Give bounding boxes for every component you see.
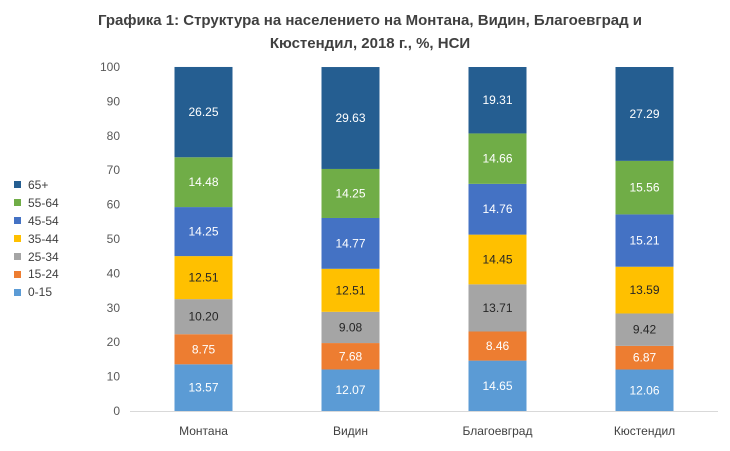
data-label: 29.63 (335, 111, 365, 125)
bar-segment (615, 67, 674, 161)
legend-label: 55-64 (28, 195, 59, 210)
bar-segment (468, 183, 527, 235)
data-label: 6.87 (633, 351, 657, 365)
y-tick-label: 60 (107, 198, 121, 212)
bar-segment (174, 157, 233, 208)
data-label: 12.07 (335, 383, 365, 397)
bar-segment (468, 360, 527, 411)
data-label: 15.56 (629, 181, 659, 195)
legend-item: 15-24 (14, 265, 124, 283)
legend-swatch (14, 235, 21, 243)
y-tick-label: 100 (100, 60, 120, 74)
chart-title-line-1: Графика 1: Структура на населението на М… (97, 12, 643, 29)
data-label: 13.57 (188, 381, 218, 395)
legend-item: 25-34 (14, 248, 124, 266)
chart-legend: 65+ 55-64 45-54 35-44 25-34 15-24 0-15 (14, 176, 124, 301)
legend-label: 45-54 (28, 213, 59, 228)
legend-item: 55-64 (14, 194, 124, 212)
chart-title: Графика 1: Структура на населението на М… (60, 9, 680, 55)
data-label: 14.48 (188, 175, 218, 189)
x-category-label: Благоевград (463, 424, 533, 438)
data-label: 13.71 (482, 301, 512, 315)
data-label: 10.20 (188, 310, 218, 324)
data-label: 19.31 (482, 93, 512, 107)
bar-segment (468, 284, 527, 332)
legend-swatch (14, 270, 21, 278)
bar-segment (321, 369, 380, 411)
bar-segment (321, 343, 380, 370)
data-label: 8.46 (486, 339, 510, 353)
data-label: 14.65 (482, 379, 512, 393)
legend-item: 0-15 (14, 283, 124, 301)
data-label: 12.06 (629, 383, 659, 397)
bar-segment (174, 207, 233, 257)
y-tick-label: 0 (113, 404, 120, 418)
data-label: 27.29 (629, 107, 659, 121)
chart-title-line-2: Кюстендил, 2018 г., %, НСИ (269, 35, 471, 52)
x-category-label: Видин (333, 424, 368, 438)
legend-label: 15-24 (28, 267, 59, 282)
data-label: 14.76 (482, 202, 512, 216)
y-tick-label: 40 (107, 266, 121, 280)
data-label: 7.68 (339, 349, 363, 363)
bar-segment (468, 234, 527, 285)
data-label: 14.66 (482, 152, 512, 166)
bar-segment (321, 311, 380, 344)
legend-label: 35-44 (28, 231, 59, 246)
data-label: 14.45 (482, 252, 512, 266)
bar-segment (321, 217, 380, 269)
y-tick-label: 10 (107, 370, 121, 384)
y-tick-label: 70 (107, 163, 121, 177)
legend-swatch (14, 181, 21, 189)
bar-segment (174, 364, 233, 411)
bar-segment (615, 313, 674, 346)
data-label: 13.59 (629, 283, 659, 297)
bar-segment (615, 214, 674, 267)
x-category-label: Монтана (179, 424, 228, 438)
bar-segment (615, 369, 674, 411)
legend-label: 25-34 (28, 249, 59, 264)
y-tick-label: 80 (107, 129, 121, 143)
bar-segment (615, 266, 674, 314)
data-label: 9.08 (339, 320, 363, 334)
legend-swatch (14, 199, 21, 207)
data-label: 12.51 (188, 271, 218, 285)
legend-label: 0-15 (28, 285, 53, 300)
y-tick-label: 50 (107, 232, 121, 246)
legend-item: 65+ (14, 176, 124, 194)
data-label: 14.25 (188, 225, 218, 239)
legend-item: 45-54 (14, 212, 124, 230)
y-tick-label: 20 (107, 335, 121, 349)
legend-swatch (14, 217, 21, 225)
bar-segment (321, 168, 380, 218)
bar-segment (468, 133, 527, 184)
bar-segment (615, 345, 674, 370)
data-label: 14.25 (335, 186, 365, 200)
bar-segment (468, 331, 527, 361)
x-category-label: Кюстендил (614, 424, 675, 438)
bar-segment (174, 66, 233, 158)
bar-segment (468, 67, 527, 134)
bar-segment (174, 299, 233, 335)
y-tick-label: 30 (107, 301, 121, 315)
data-label: 8.75 (192, 342, 216, 356)
bar-segment (174, 334, 233, 365)
data-label: 14.77 (335, 236, 365, 250)
bar-segment (174, 256, 233, 300)
y-tick-label: 90 (107, 94, 121, 108)
bar-segment (321, 268, 380, 312)
data-label: 26.25 (188, 105, 218, 119)
legend-swatch (14, 288, 21, 296)
legend-label: 65+ (28, 177, 49, 192)
bar-segment (321, 67, 380, 169)
data-label: 12.51 (335, 283, 365, 297)
data-label: 9.42 (633, 323, 657, 337)
data-label: 15.21 (629, 234, 659, 248)
bar-segment (615, 160, 674, 215)
legend-item: 35-44 (14, 230, 124, 248)
legend-swatch (14, 253, 21, 260)
